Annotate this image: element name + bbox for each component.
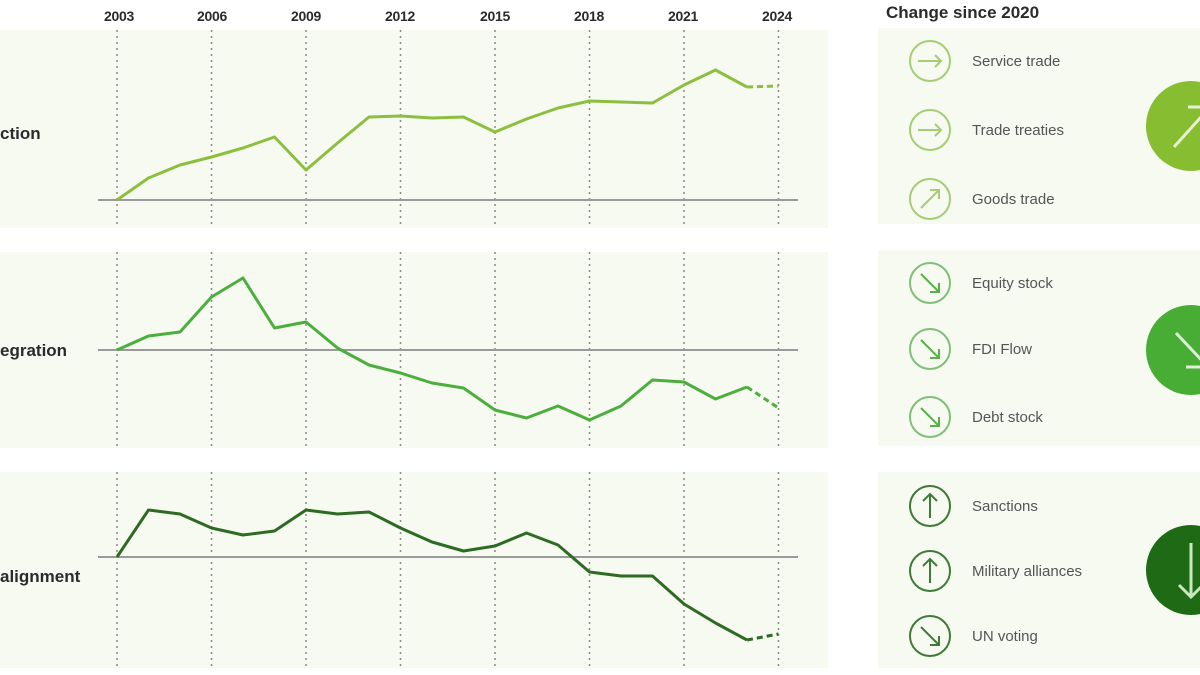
indicator-label: Military alliances xyxy=(972,562,1083,580)
year-label-2024: 2024 xyxy=(762,8,792,24)
overall-trend-circle-3 xyxy=(1146,525,1200,615)
series-line-2 xyxy=(116,276,748,422)
chart-panel-3-bg xyxy=(0,472,828,668)
row-label-1: ction xyxy=(0,124,41,143)
side-title: Change since 2020 xyxy=(886,3,1040,22)
indicator-debt-stock: Debt stock xyxy=(908,395,1043,439)
arrow-up-icon xyxy=(909,550,951,592)
year-label-2018: 2018 xyxy=(574,8,604,24)
indicator-equity-stock: Equity stock xyxy=(908,261,1053,305)
indicator-label: Sanctions xyxy=(972,497,1038,515)
indicator-trade-treaties: Trade treaties xyxy=(908,108,1064,152)
arrow-right-icon xyxy=(909,40,951,82)
overall-trend-circle-2 xyxy=(1146,305,1200,395)
arrow-down-right-icon xyxy=(1174,331,1200,369)
series-projection-3 xyxy=(746,632,779,642)
indicator-label: Goods trade xyxy=(972,190,1055,208)
series-projection-2 xyxy=(746,385,780,410)
row-label-3: alignment xyxy=(0,567,81,586)
chart-panel-1-bg xyxy=(0,30,828,228)
series-line-1 xyxy=(116,68,748,202)
indicator-panel-1: Service trade Trade treaties Goods trade xyxy=(878,28,1200,224)
indicator-service-trade: Service trade xyxy=(908,39,1060,83)
arrow-right-icon xyxy=(909,109,951,151)
year-label-2015: 2015 xyxy=(480,8,510,24)
line-charts xyxy=(98,30,798,668)
arrow-down-right-icon xyxy=(909,615,951,657)
year-label-2009: 2009 xyxy=(291,8,321,24)
row-label-2: egration xyxy=(0,341,68,360)
indicator-un-voting: UN voting xyxy=(908,614,1038,658)
indicator-goods-trade: Goods trade xyxy=(908,177,1055,221)
indicator-military-alliances: Military alliances xyxy=(908,549,1082,593)
indicator-panel-2: Equity stock FDI Flow Debt stock xyxy=(878,250,1200,446)
overall-trend-circle-1 xyxy=(1146,81,1200,171)
indicator-label: Debt stock xyxy=(972,408,1043,426)
arrow-up-right-icon xyxy=(909,178,951,220)
series-projection-1 xyxy=(746,84,779,89)
indicator-label: FDI Flow xyxy=(972,340,1032,358)
indicator-sanctions: Sanctions xyxy=(908,484,1038,528)
arrow-down-icon xyxy=(1177,543,1200,600)
indicator-fdi-flow: FDI Flow xyxy=(908,327,1032,371)
arrow-down-right-icon xyxy=(909,262,951,304)
indicator-panel-3: Sanctions Military alliances UN voting xyxy=(878,472,1200,668)
year-label-2006: 2006 xyxy=(197,8,227,24)
arrow-down-right-icon xyxy=(909,328,951,370)
series-line-3 xyxy=(115,508,748,642)
year-label-2003: 2003 xyxy=(104,8,134,24)
year-label-2021: 2021 xyxy=(668,8,698,24)
arrow-down-right-icon xyxy=(909,396,951,438)
indicator-label: Service trade xyxy=(972,52,1061,70)
indicator-label: Equity stock xyxy=(972,274,1053,292)
year-label-2012: 2012 xyxy=(385,8,415,24)
arrow-up-icon xyxy=(909,485,951,527)
arrow-up-right-icon xyxy=(1172,105,1200,149)
indicator-label: UN voting xyxy=(972,627,1038,645)
indicator-label: Trade treaties xyxy=(972,121,1064,139)
